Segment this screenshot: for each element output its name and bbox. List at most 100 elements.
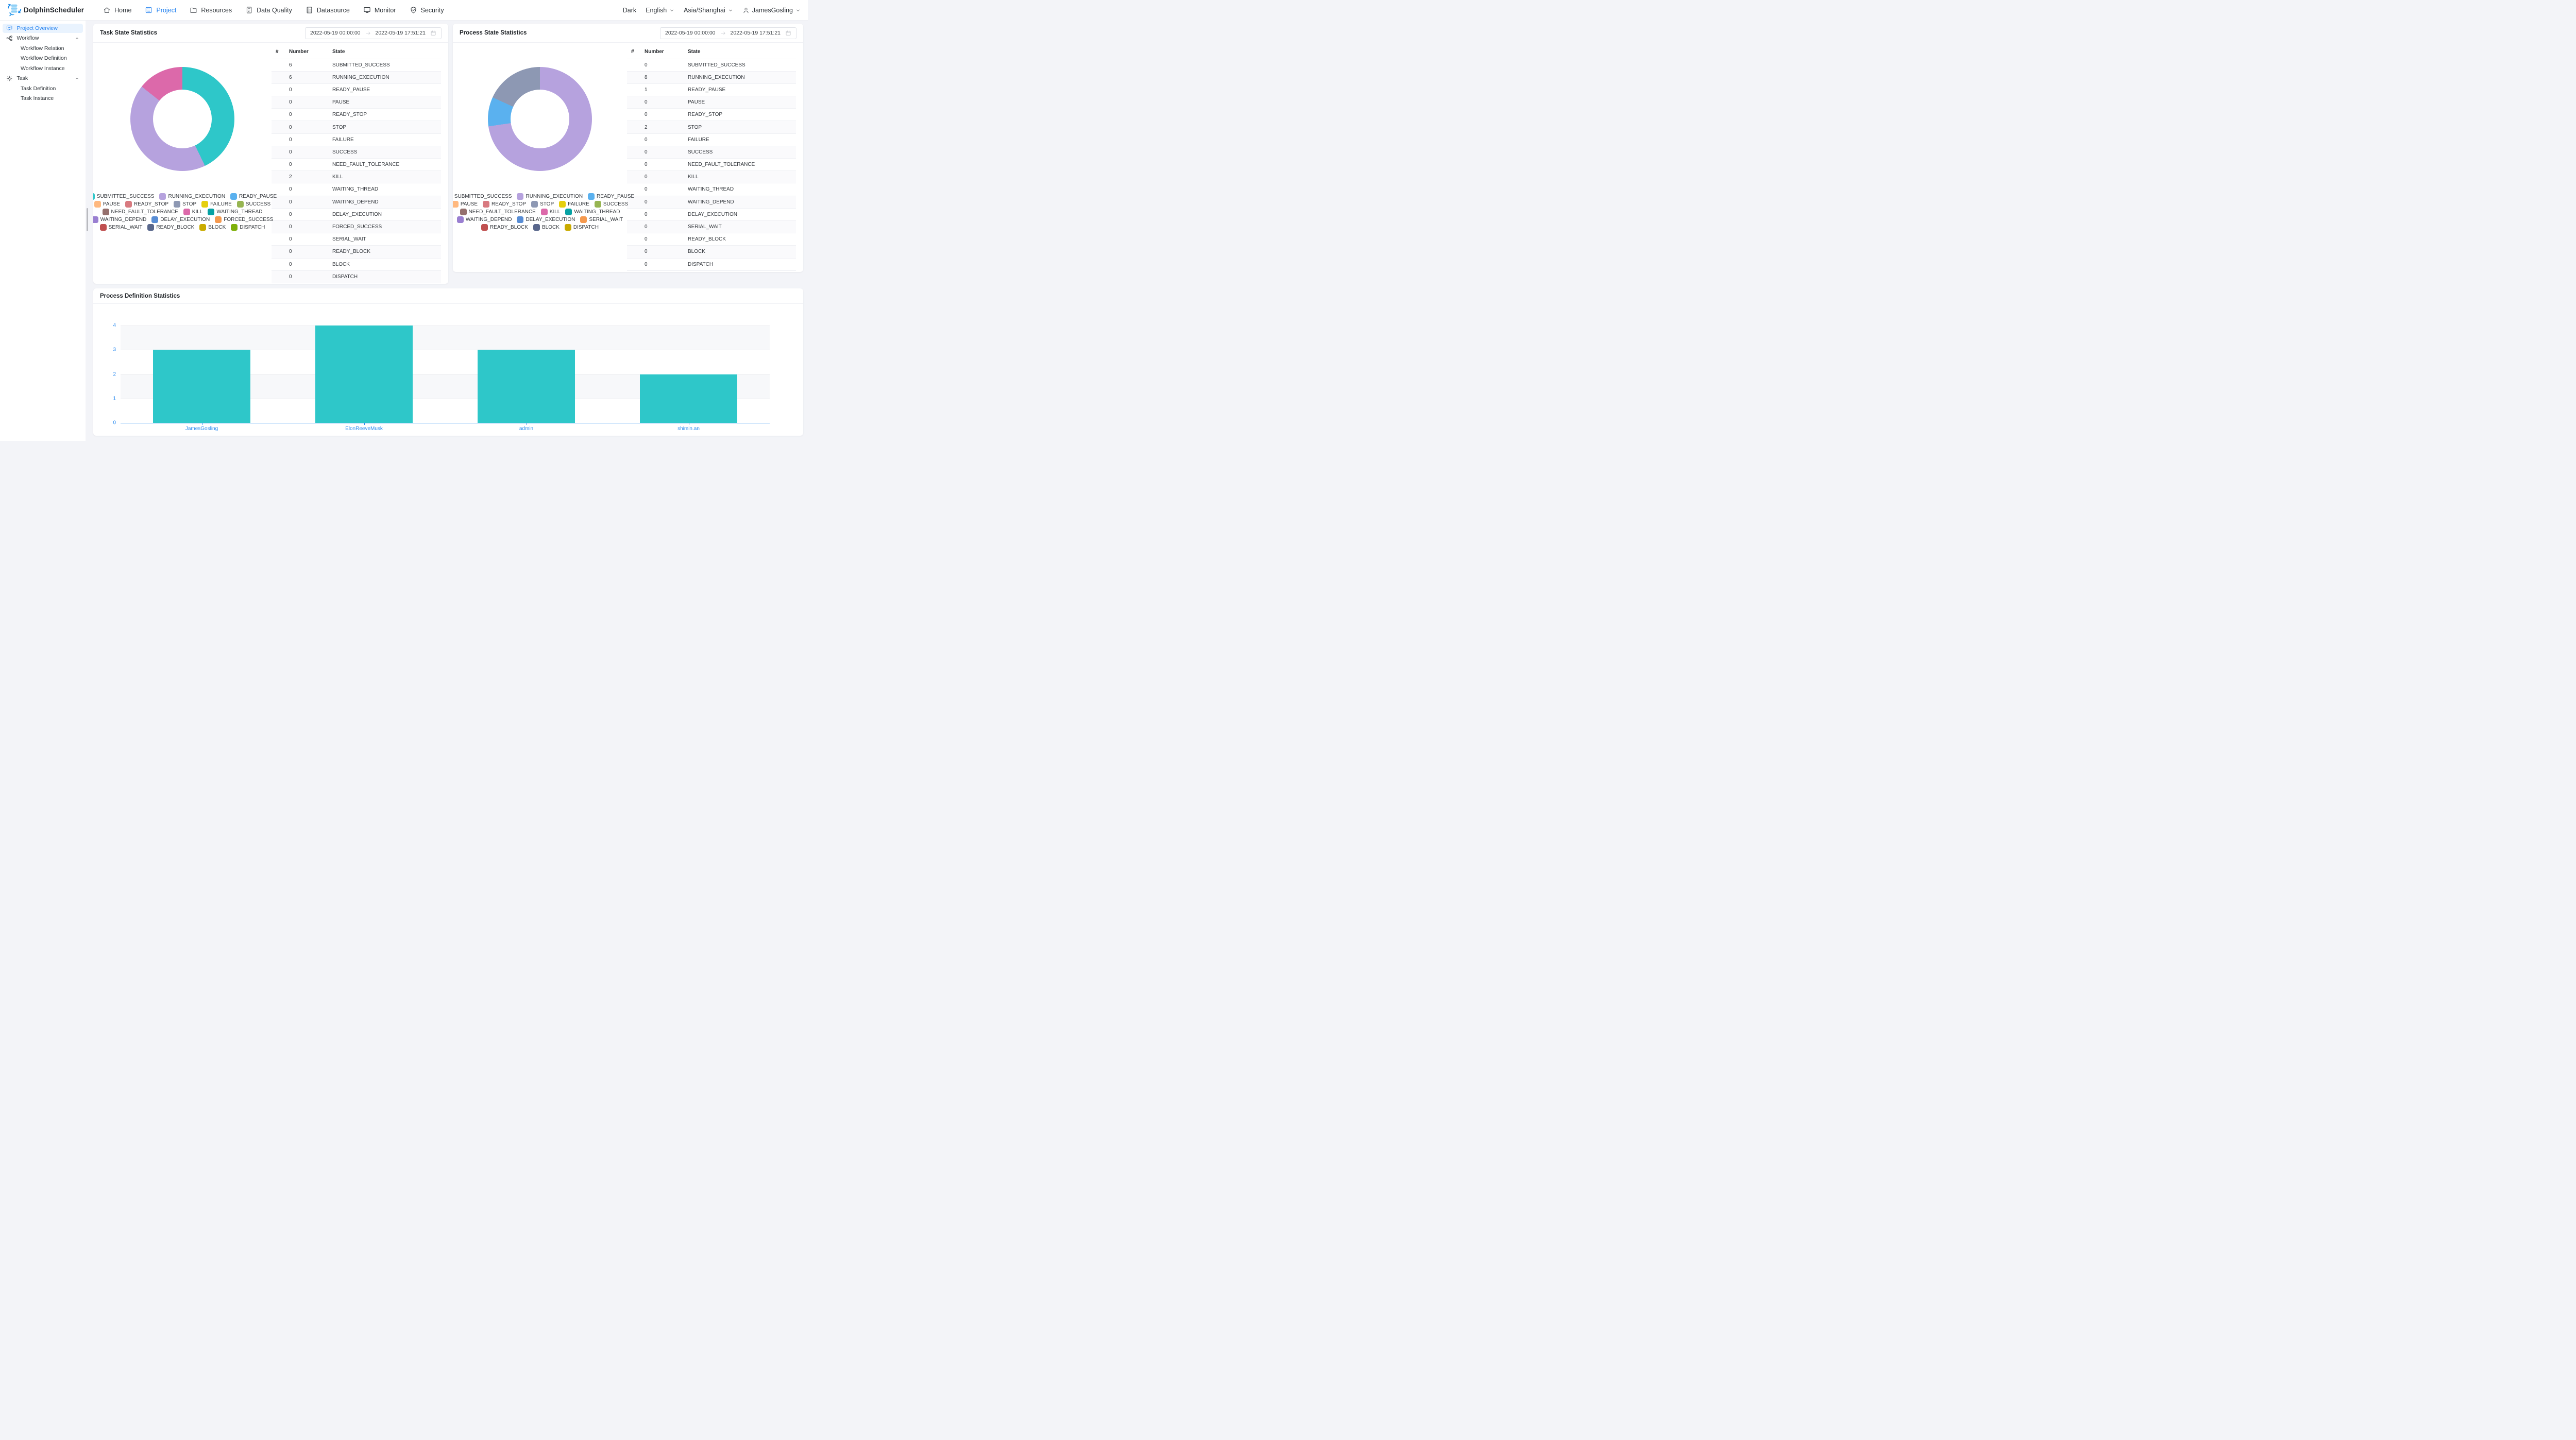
sidebar-item-workflow-definition[interactable]: Workflow Definition: [3, 54, 83, 63]
legend-label: NEED_FAULT_TOLERANCE: [111, 209, 178, 215]
nav-item-security[interactable]: Security: [403, 0, 451, 21]
sidebar-item-task[interactable]: Task: [3, 74, 83, 83]
timezone-select[interactable]: Asia/Shanghai: [684, 7, 733, 14]
legend-item-waiting_depend[interactable]: WAITING_DEPEND: [93, 216, 146, 223]
nav-item-resources[interactable]: Resources: [183, 0, 239, 21]
sidebar-item-task-definition[interactable]: Task Definition: [3, 84, 83, 93]
table-row: 8 RUNNING_EXECUTION: [627, 71, 796, 84]
row-index-cell: [627, 121, 645, 134]
legend-swatch: [201, 201, 209, 208]
nav-item-label: Security: [420, 6, 444, 14]
task-start-date[interactable]: 2022-05-19 00:00:00: [310, 30, 361, 36]
legend-item-pause[interactable]: PAUSE: [453, 201, 478, 208]
legend-item-ready_stop[interactable]: READY_STOP: [483, 201, 526, 208]
sidebar-item-workflow-instance[interactable]: Workflow Instance: [3, 64, 83, 73]
legend-item-serial_wait[interactable]: SERIAL_WAIT: [99, 224, 143, 231]
legend-item-waiting_depend[interactable]: WAITING_DEPEND: [456, 216, 512, 223]
legend-label: SERIAL_WAIT: [108, 225, 143, 230]
row-index-cell: [272, 258, 289, 271]
nav-item-datasource[interactable]: Datasource: [299, 0, 357, 21]
legend-swatch: [481, 224, 488, 231]
legend-item-dispatch[interactable]: DISPATCH: [564, 224, 599, 231]
nav-item-project[interactable]: Project: [138, 0, 183, 21]
legend-item-stop[interactable]: STOP: [531, 201, 554, 208]
legend-item-waiting_thread[interactable]: WAITING_THREAD: [565, 209, 620, 215]
legend-item-kill[interactable]: KILL: [540, 209, 560, 215]
task-date-range-picker[interactable]: 2022-05-19 00:00:00 2022-05-19 17:51:21: [305, 27, 442, 39]
sidebar-item-workflow-relation[interactable]: Workflow Relation: [3, 44, 83, 53]
table-header-row: # Number State: [627, 45, 796, 59]
legend-item-serial_wait[interactable]: SERIAL_WAIT: [580, 216, 623, 223]
legend-item-pause[interactable]: PAUSE: [94, 201, 120, 208]
state-cell: SERIAL_WAIT: [688, 220, 796, 234]
bar-ElonReeveMusk[interactable]: [315, 325, 413, 423]
sidebar-scrollbar[interactable]: [87, 208, 88, 231]
process-state-donut-chart[interactable]: [488, 67, 592, 171]
bar-shimin.an[interactable]: [640, 374, 737, 423]
legend-label: RUNNING_EXECUTION: [526, 194, 583, 199]
bar-admin[interactable]: [478, 350, 575, 423]
nav-item-home[interactable]: Home: [96, 0, 138, 21]
legend-swatch: [533, 224, 540, 231]
nav-item-data-quality[interactable]: Data Quality: [239, 0, 299, 21]
legend-item-need_fault_tolerance[interactable]: NEED_FAULT_TOLERANCE: [102, 209, 178, 215]
language-select[interactable]: English: [646, 7, 674, 14]
state-cell: READY_BLOCK: [332, 245, 441, 259]
number-cell: 0: [289, 208, 332, 221]
row-index-cell: [272, 59, 289, 72]
legend-swatch: [93, 216, 98, 223]
legend-item-stop[interactable]: STOP: [174, 201, 196, 208]
state-cell: PAUSE: [688, 96, 796, 109]
legend-item-waiting_thread[interactable]: WAITING_THREAD: [208, 209, 262, 215]
legend-item-success[interactable]: SUCCESS: [236, 201, 270, 208]
legend-item-block[interactable]: BLOCK: [199, 224, 226, 231]
main-nav: Home Project Resources Data Quality Datasour…: [96, 0, 623, 21]
process-definition-bar-chart[interactable]: 0 1 2 3 4 JamesGosling ElonReeveMusk admin shimi…: [113, 323, 770, 432]
theme-toggle-button[interactable]: Dark: [622, 6, 637, 14]
process-start-date[interactable]: 2022-05-19 00:00:00: [665, 30, 716, 36]
legend-item-dispatch[interactable]: DISPATCH: [231, 224, 265, 231]
process-state-body: SUBMITTED_SUCCESS RUNNING_EXECUTION READY_…: [453, 43, 803, 272]
legend-label: WAITING_THREAD: [574, 209, 620, 215]
legend-swatch: [125, 201, 132, 208]
user-menu[interactable]: JamesGosling: [742, 7, 801, 14]
nav-item-monitor[interactable]: Monitor: [357, 0, 403, 21]
bar-JamesGosling[interactable]: [153, 350, 250, 423]
top-navbar: DolphinScheduler Home Project Resources Dat…: [0, 0, 808, 21]
legend-item-ready_block[interactable]: READY_BLOCK: [481, 224, 528, 231]
sidebar-item-workflow[interactable]: Workflow: [3, 33, 83, 43]
legend-item-running_execution[interactable]: RUNNING_EXECUTION: [159, 193, 225, 200]
legend-item-delay_execution[interactable]: DELAY_EXECUTION: [151, 216, 210, 223]
process-end-date[interactable]: 2022-05-19 17:51:21: [730, 30, 781, 36]
row-index-cell: [272, 208, 289, 221]
legend-item-block[interactable]: BLOCK: [533, 224, 560, 231]
legend-item-need_fault_tolerance[interactable]: NEED_FAULT_TOLERANCE: [460, 209, 536, 215]
legend-item-submitted_success[interactable]: SUBMITTED_SUCCESS: [93, 193, 154, 200]
legend-item-ready_block[interactable]: READY_BLOCK: [147, 224, 194, 231]
legend-item-forced_success[interactable]: FORCED_SUCCESS: [215, 216, 273, 223]
row-index-cell: [627, 133, 645, 146]
number-cell: 0: [645, 133, 688, 146]
state-cell: RUNNING_EXECUTION: [688, 71, 796, 84]
process-date-range-picker[interactable]: 2022-05-19 00:00:00 2022-05-19 17:51:21: [660, 27, 796, 39]
task-state-card-header: Task State Statistics 2022-05-19 00:00:0…: [93, 24, 448, 43]
chevron-up-icon: [75, 36, 79, 41]
legend-item-submitted_success[interactable]: SUBMITTED_SUCCESS: [453, 193, 512, 200]
legend-item-ready_pause[interactable]: READY_PAUSE: [588, 193, 634, 200]
sidebar-item-project-overview[interactable]: Project Overview: [3, 23, 83, 33]
table-row: 0 FAILURE: [627, 133, 796, 146]
task-state-donut-chart[interactable]: [130, 67, 234, 171]
legend-item-ready_stop[interactable]: READY_STOP: [125, 201, 168, 208]
number-cell: 6: [289, 59, 332, 72]
legend-item-running_execution[interactable]: RUNNING_EXECUTION: [517, 193, 583, 200]
task-end-date[interactable]: 2022-05-19 17:51:21: [375, 30, 426, 36]
legend-label: STOP: [182, 201, 197, 207]
sidebar-item-task-instance[interactable]: Task Instance: [3, 94, 83, 103]
legend-item-ready_pause[interactable]: READY_PAUSE: [230, 193, 277, 200]
legend-item-delay_execution[interactable]: DELAY_EXECUTION: [517, 216, 575, 223]
legend-item-success[interactable]: SUCCESS: [594, 201, 628, 208]
legend-item-kill[interactable]: KILL: [183, 209, 202, 215]
legend-item-failure[interactable]: FAILURE: [201, 201, 232, 208]
app-brand[interactable]: DolphinScheduler: [7, 3, 84, 17]
legend-item-failure[interactable]: FAILURE: [559, 201, 589, 208]
